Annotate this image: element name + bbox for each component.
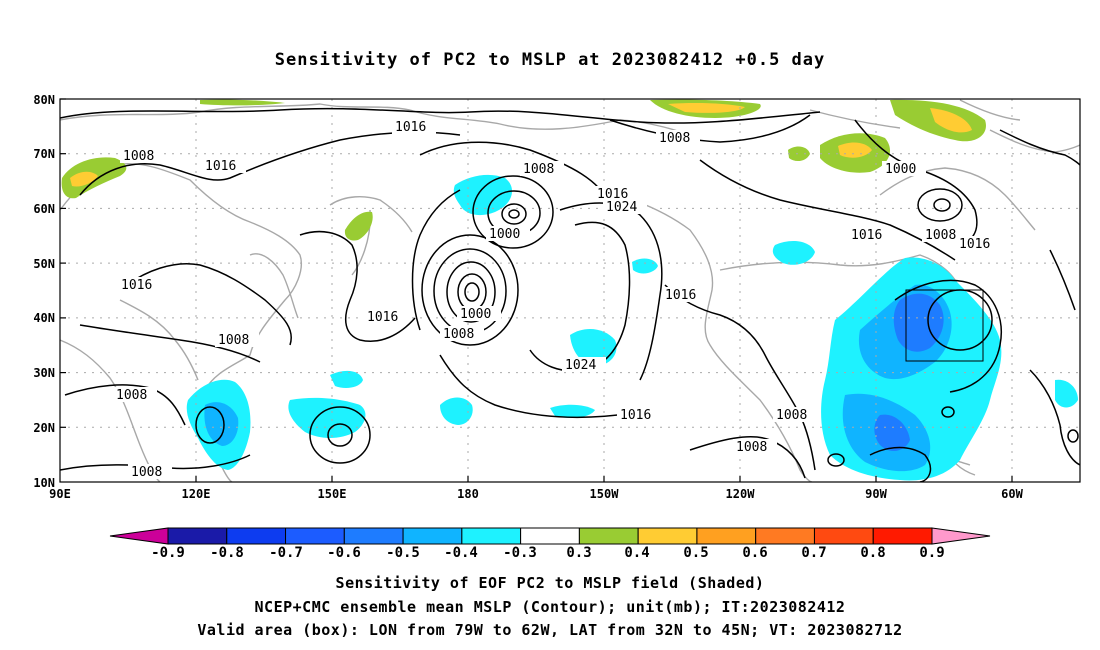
contour-label: 1008 — [116, 388, 147, 403]
colorbar-label: -0.3 — [503, 545, 537, 561]
contour-label: 1016 — [851, 228, 882, 243]
contour-label: 1000 — [460, 307, 491, 322]
lat-label: 20N — [33, 421, 55, 435]
lon-label: 150E — [318, 487, 347, 501]
contour-label: 1000 — [489, 227, 520, 242]
contour-label: 1016 — [665, 288, 696, 303]
contour-label: 1024 — [606, 200, 637, 215]
colorbar-label: 0.8 — [860, 545, 885, 561]
colorbar-cell — [402, 527, 463, 545]
colorbar-cells — [167, 527, 933, 545]
colorbar-cell — [520, 527, 580, 545]
lat-label: 30N — [33, 366, 55, 380]
colorbar-label: 0.7 — [801, 545, 826, 561]
lat-label: 60N — [33, 202, 55, 216]
longitude-labels: 90E 120E 150E 180 150W 120W 90W 60W — [49, 487, 1023, 501]
contour-label: 1016 — [205, 159, 236, 174]
lon-label: 120W — [726, 487, 756, 501]
colorbar-cell — [461, 527, 522, 545]
contour-label: 1008 — [925, 228, 956, 243]
lon-label: 90E — [49, 487, 71, 501]
caption-valid-area: Valid area (box): LON from 79W to 62W, L… — [197, 621, 903, 639]
contour-label: 1008 — [659, 131, 690, 146]
contour-label: 1016 — [367, 310, 398, 325]
map-plot-area: 1016 1008 1016 1016 1008 1008 1016 1024 … — [60, 99, 1080, 482]
colorbar-cell — [285, 527, 345, 545]
colorbar-labels: -0.9 -0.8 -0.7 -0.6 -0.5 -0.4 -0.3 0.3 0… — [151, 545, 945, 561]
lat-label: 40N — [33, 311, 55, 325]
colorbar-cell — [343, 527, 404, 545]
contour-label: 1008 — [736, 440, 767, 455]
tick-marks — [60, 98, 1013, 482]
valid-area-box — [905, 289, 984, 362]
map-title: Sensitivity of PC2 to MSLP at 2023082412… — [274, 50, 826, 70]
contour-label: 1016 — [597, 187, 628, 202]
colorbar-cell — [167, 527, 228, 545]
contour-label: 1016 — [395, 120, 426, 135]
colorbar-label: -0.9 — [151, 545, 185, 561]
contour-label: 1008 — [443, 327, 474, 342]
colorbar-cell — [578, 527, 639, 545]
colorbar-high-arrow — [931, 527, 991, 545]
caption-shading: Sensitivity of EOF PC2 to MSLP field (Sh… — [335, 574, 765, 592]
contour-label: 1008 — [776, 408, 807, 423]
lon-label: 90W — [865, 487, 887, 501]
lon-label: 180 — [457, 487, 479, 501]
lon-label: 150W — [590, 487, 620, 501]
graticule — [60, 99, 1080, 482]
map-frame — [59, 98, 1081, 483]
colorbar-label: -0.8 — [210, 545, 244, 561]
contour-label: 1016 — [121, 278, 152, 293]
colorbar: -0.9 -0.8 -0.7 -0.6 -0.5 -0.4 -0.3 0.3 0… — [109, 527, 991, 561]
lon-label: 120E — [182, 487, 211, 501]
colorbar-cell — [637, 527, 698, 545]
colorbar-cell — [226, 527, 287, 545]
contour-label: 1024 — [565, 358, 596, 373]
colorbar-label: -0.7 — [269, 545, 303, 561]
contour-label: 1016 — [959, 237, 990, 252]
contour-label: 1000 — [885, 162, 916, 177]
lat-label: 70N — [33, 147, 55, 161]
lat-label: 80N — [33, 93, 55, 107]
colorbar-cell — [813, 527, 874, 545]
lat-label: 10N — [33, 476, 55, 490]
contour-label: 1008 — [131, 465, 162, 480]
lon-label: 60W — [1001, 487, 1023, 501]
colorbar-cell — [696, 527, 757, 545]
colorbar-low-arrow — [109, 527, 169, 545]
colorbar-label: -0.4 — [444, 545, 478, 561]
colorbar-cell — [872, 527, 933, 545]
colorbar-label: 0.6 — [742, 545, 767, 561]
contour-label: 1008 — [123, 149, 154, 164]
colorbar-label: 0.5 — [683, 545, 708, 561]
colorbar-label: -0.6 — [327, 545, 361, 561]
colorbar-label: 0.4 — [624, 545, 649, 561]
colorbar-label: 0.3 — [566, 545, 591, 561]
contour-label-group: 1016 1008 1016 1016 1008 1008 1016 1024 … — [113, 119, 1000, 480]
contour-label: 1008 — [523, 162, 554, 177]
latitude-labels: 80N 70N 60N 50N 40N 30N 20N 10N — [33, 93, 55, 490]
contour-label: 1008 — [218, 333, 249, 348]
colorbar-label: -0.5 — [386, 545, 420, 561]
caption-contour: NCEP+CMC ensemble mean MSLP (Contour); u… — [254, 598, 846, 616]
colorbar-label: 0.9 — [919, 545, 944, 561]
contour-label: 1016 — [620, 408, 651, 423]
lat-label: 50N — [33, 257, 55, 271]
colorbar-cell — [755, 527, 815, 545]
